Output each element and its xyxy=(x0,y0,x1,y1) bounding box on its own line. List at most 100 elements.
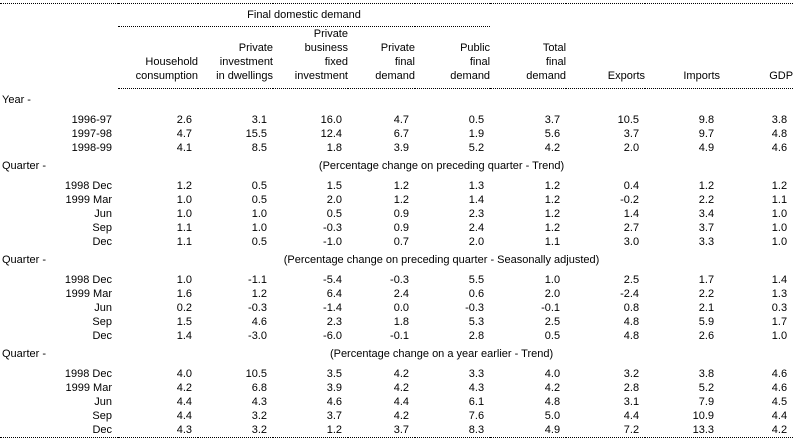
table-row: 1996-97 2.6 3.1 16.0 4.7 0.5 3.7 10.5 9.… xyxy=(0,113,793,127)
value-cell: 0.5 xyxy=(251,236,267,248)
value-cell: 4.7 xyxy=(176,128,192,140)
value-cell: 5.2 xyxy=(468,142,485,154)
value-cell: 5.6 xyxy=(544,128,561,140)
value-cell: -0.3 xyxy=(465,302,485,314)
row-period-label: Jun xyxy=(94,208,112,220)
table-row: 1999 Mar 4.2 6.8 3.9 4.2 4.3 4.2 2.8 5.2… xyxy=(0,381,793,395)
value-cell: 4.2 xyxy=(393,410,409,422)
table-row: Sep 1.5 4.6 2.3 1.8 5.3 2.5 4.8 5.9 1.7 xyxy=(0,315,793,329)
value-cell: 10.5 xyxy=(617,114,640,126)
value-cell: 1.2 xyxy=(393,194,409,206)
value-cell: 4.2 xyxy=(544,142,561,154)
value-cell: 1.8 xyxy=(393,316,409,328)
value-cell: 4.2 xyxy=(176,382,192,394)
value-cell: 4.2 xyxy=(544,382,561,394)
value-cell: 2.0 xyxy=(326,194,342,206)
value-cell: 8.5 xyxy=(251,142,267,154)
value-cell: 4.8 xyxy=(544,396,561,408)
value-cell: 7.9 xyxy=(698,396,715,408)
row-period-label: Dec xyxy=(92,236,112,248)
row-period-label: Jun xyxy=(94,396,112,408)
value-cell: 4.4 xyxy=(771,410,788,422)
section-year-header: Year - xyxy=(0,89,793,114)
row-period-label: 1999 Mar xyxy=(65,288,112,300)
column-header-imports: Imports xyxy=(645,26,721,89)
value-cell: 4.9 xyxy=(544,424,561,436)
row-period-label: 1999 Mar xyxy=(65,382,112,394)
value-cell: 1.2 xyxy=(393,180,409,192)
section-caption: (Percentage change on preceding quarter … xyxy=(283,254,600,266)
value-cell: 4.5 xyxy=(771,396,788,408)
section-quarter-year-earlier-rows: 1998 Dec 4.0 10.5 3.5 4.2 3.3 4.0 3.2 3.… xyxy=(0,367,793,438)
value-cell: 1.0 xyxy=(176,274,192,286)
row-period-label: 1998 Dec xyxy=(64,180,112,192)
value-cell: 2.3 xyxy=(326,316,342,328)
value-cell: 0.2 xyxy=(176,302,192,314)
column-header-public-final-demand: Public final demand xyxy=(415,26,491,89)
value-cell: 4.3 xyxy=(468,382,485,394)
value-cell: 3.2 xyxy=(623,368,640,380)
value-cell: 0.8 xyxy=(623,302,640,314)
value-cell: 2.7 xyxy=(623,222,640,234)
value-cell: 4.4 xyxy=(176,410,192,422)
value-cell: 1.2 xyxy=(544,194,561,206)
section-quarter-trend-header: Quarter - (Percentage change on precedin… xyxy=(0,155,793,179)
value-cell: 4.8 xyxy=(623,316,640,328)
value-cell: 3.1 xyxy=(623,396,640,408)
value-cell: 1.4 xyxy=(468,194,485,206)
table-row: Jun 0.2 -0.3 -1.4 0.0 -0.3 -0.1 0.8 2.1 … xyxy=(0,301,793,315)
value-cell: 2.6 xyxy=(176,114,192,126)
section-header-row: Quarter - (Percentage change on precedin… xyxy=(0,249,793,273)
value-cell: -0.3 xyxy=(323,222,342,234)
value-cell: 1.2 xyxy=(544,222,561,234)
value-cell: 5.9 xyxy=(698,316,715,328)
table-row: 1998 Dec 1.0 -1.1 -5.4 -0.3 5.5 1.0 2.5 … xyxy=(0,273,793,287)
value-cell: 2.5 xyxy=(623,274,640,286)
section-label: Year - xyxy=(2,93,31,106)
value-cell: 4.6 xyxy=(326,396,342,408)
table-row: Dec 1.4 -3.0 -6.0 -0.1 2.8 0.5 4.8 2.6 1… xyxy=(0,329,793,343)
value-cell: 1.9 xyxy=(468,128,485,140)
column-header-gdp: GDP xyxy=(720,26,793,89)
value-cell: 1.2 xyxy=(544,180,561,192)
value-cell: -3.0 xyxy=(248,330,267,342)
value-cell: -5.4 xyxy=(323,274,342,286)
value-cell: 7.2 xyxy=(623,424,640,436)
value-cell: 1.1 xyxy=(176,222,192,234)
section-header-row: Year - xyxy=(0,89,793,114)
value-cell: 4.3 xyxy=(251,396,267,408)
value-cell: 1.1 xyxy=(544,236,561,248)
value-cell: 3.7 xyxy=(544,114,561,126)
section-quarter-year-earlier-header: Quarter - (Percentage change on a year e… xyxy=(0,343,793,367)
value-cell: 5.5 xyxy=(468,274,485,286)
value-cell: -0.3 xyxy=(248,302,267,314)
value-cell: 1.0 xyxy=(251,208,267,220)
table-row: Dec 1.1 0.5 -1.0 0.7 2.0 1.1 3.0 3.3 1.0 xyxy=(0,235,793,249)
table-row: Jun 4.4 4.3 4.6 4.4 6.1 4.8 3.1 7.9 4.5 xyxy=(0,395,793,409)
value-cell: 4.4 xyxy=(176,396,192,408)
table-row: 1998 Dec 1.2 0.5 1.5 1.2 1.3 1.2 0.4 1.2… xyxy=(0,179,793,193)
value-cell: 0.6 xyxy=(468,288,485,300)
value-cell: -0.2 xyxy=(620,194,640,206)
value-cell: 1.0 xyxy=(771,330,788,342)
value-cell: 0.7 xyxy=(393,236,409,248)
value-cell: 4.6 xyxy=(771,382,788,394)
value-cell: 0.5 xyxy=(251,194,267,206)
table-row: 1999 Mar 1.6 1.2 6.4 2.4 0.6 2.0 -2.4 2.… xyxy=(0,287,793,301)
value-cell: 0.0 xyxy=(393,302,409,314)
span-row-right-spacer xyxy=(490,4,793,27)
value-cell: 1.0 xyxy=(176,194,192,206)
value-cell: -0.3 xyxy=(390,274,409,286)
value-cell: 10.9 xyxy=(692,410,715,422)
table-row: 1998 Dec 4.0 10.5 3.5 4.2 3.3 4.0 3.2 3.… xyxy=(0,367,793,381)
table-row: Sep 4.4 3.2 3.7 4.2 7.6 5.0 4.4 10.9 4.4 xyxy=(0,409,793,423)
span-row-label-spacer xyxy=(0,4,118,27)
value-cell: 0.5 xyxy=(251,180,267,192)
value-cell: 6.1 xyxy=(468,396,485,408)
value-cell: 3.2 xyxy=(251,410,267,422)
value-cell: 3.7 xyxy=(326,410,342,422)
column-header-household-consumption: Household consumption xyxy=(118,26,198,89)
value-cell: 1.7 xyxy=(698,274,715,286)
column-header-private-final-demand: Private final demand xyxy=(348,26,415,89)
